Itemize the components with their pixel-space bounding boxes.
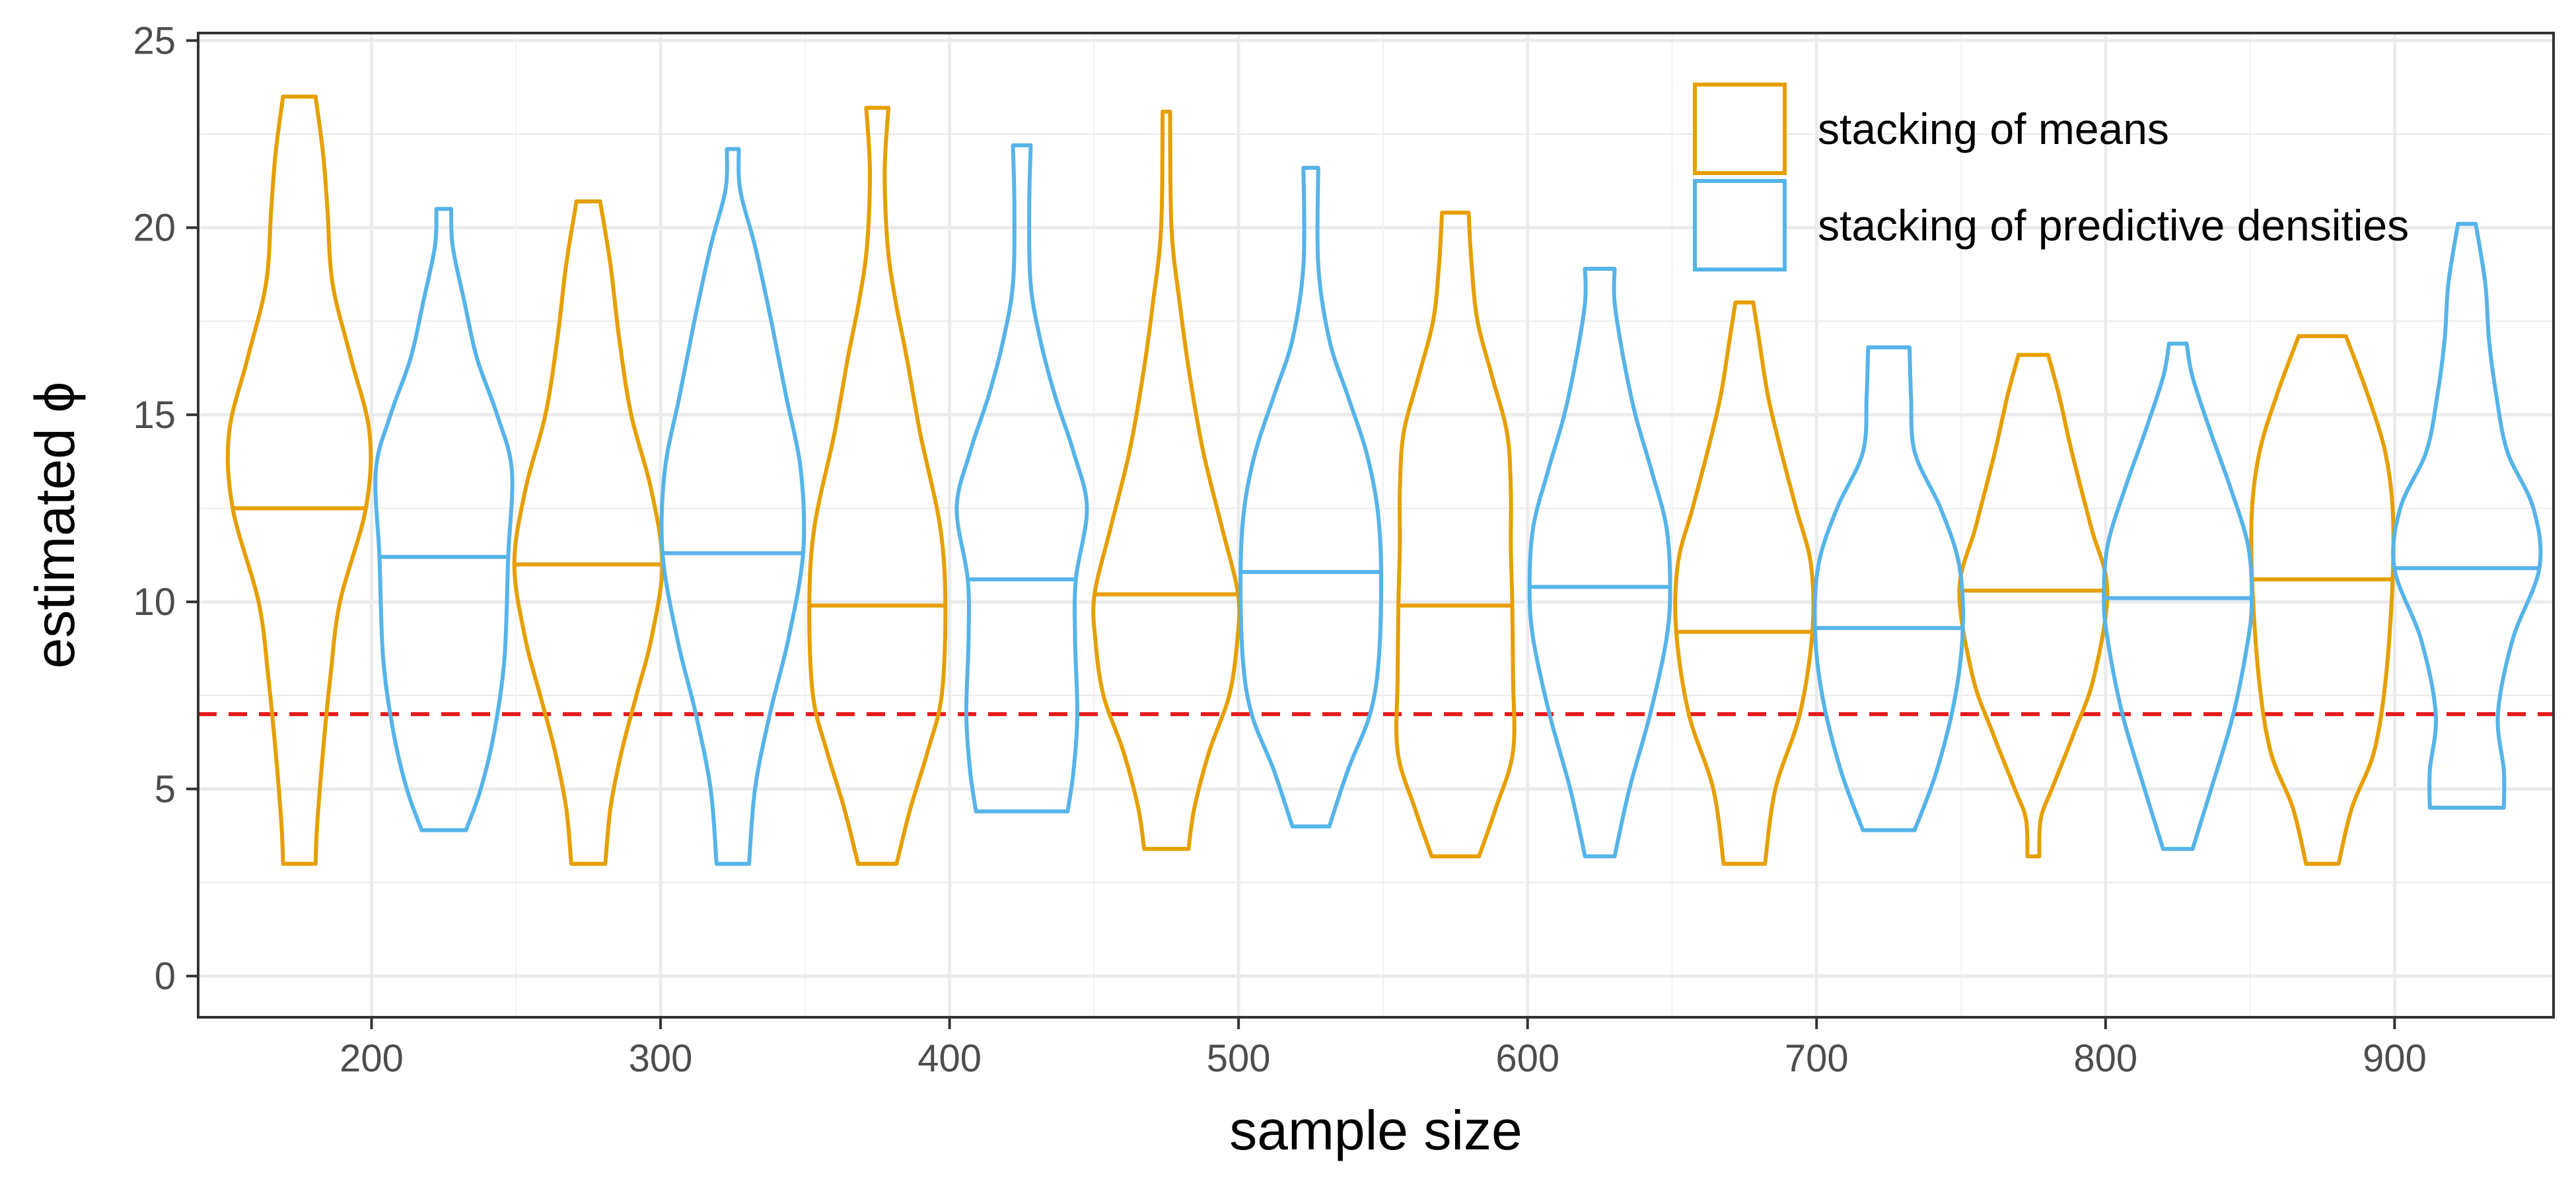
x-tick-label: 900 — [2363, 1037, 2427, 1080]
violin-700 — [1812, 345, 1965, 832]
violin-700 — [1673, 300, 1816, 866]
violin-900 — [2391, 221, 2543, 810]
legend-label-0: stacking of means — [1818, 104, 2169, 153]
legend: stacking of means stacking of predictive … — [1693, 83, 2409, 271]
violin-400 — [954, 143, 1089, 814]
axes: 200 300 400 500 600 700 800 900 0 5 10 15 20 25 — [133, 19, 2426, 1080]
violin-500 — [1238, 166, 1384, 829]
x-tick-label: 600 — [1495, 1037, 1559, 1080]
plot-border — [197, 32, 2555, 1019]
violin-900 — [2249, 334, 2396, 866]
violin-800 — [1957, 353, 2110, 859]
violin-300 — [512, 199, 664, 866]
x-axis-title: sample size — [1229, 1099, 1522, 1161]
y-tick-label: 15 — [133, 394, 176, 437]
legend-label-1: stacking of predictive densities — [1818, 201, 2409, 250]
x-tick-label: 500 — [1207, 1037, 1271, 1080]
violin-300 — [659, 147, 806, 866]
y-tick-label: 0 — [155, 955, 176, 998]
violin-500 — [1091, 110, 1242, 851]
x-tick-label: 400 — [917, 1037, 982, 1080]
violin-400 — [807, 106, 948, 866]
x-tick-label: 200 — [340, 1037, 404, 1080]
series-1 — [373, 143, 2543, 866]
y-tick-label: 20 — [133, 207, 176, 250]
grid-lines — [198, 33, 2554, 1017]
violin-600 — [1527, 266, 1672, 859]
violin-800 — [2102, 342, 2254, 851]
y-tick-label: 10 — [133, 581, 176, 624]
x-tick-label: 800 — [2073, 1037, 2137, 1080]
y-tick-label: 25 — [133, 19, 176, 62]
violin-200 — [373, 207, 515, 832]
violin-600 — [1394, 210, 1517, 859]
violin-200 — [225, 94, 373, 866]
y-tick-label: 5 — [155, 768, 176, 811]
x-tick-label: 300 — [629, 1037, 693, 1080]
legend-key-1 — [1693, 179, 1787, 271]
series-0 — [225, 94, 2396, 866]
y-axis-title: estimated ϕ — [24, 382, 86, 669]
violins — [225, 94, 2543, 866]
plot-panel — [198, 33, 2554, 1017]
x-tick-label: 700 — [1785, 1037, 1849, 1080]
legend-key-0 — [1693, 83, 1787, 175]
